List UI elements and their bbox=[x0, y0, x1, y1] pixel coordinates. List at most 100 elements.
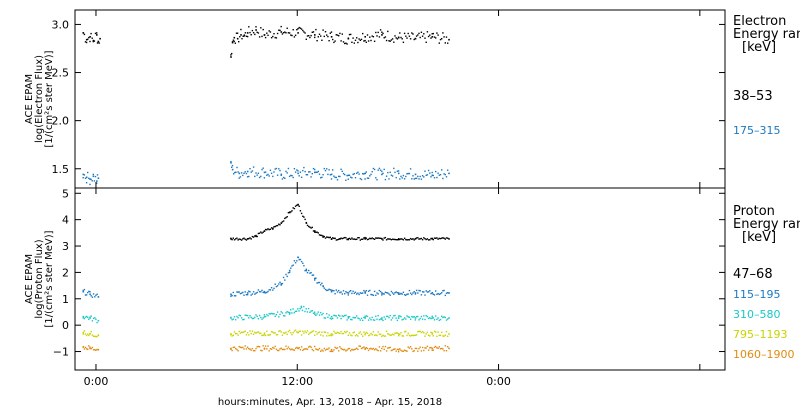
data-point bbox=[235, 319, 237, 321]
data-point bbox=[296, 204, 298, 206]
data-point bbox=[240, 331, 243, 333]
data-point bbox=[242, 35, 244, 37]
data-point bbox=[427, 334, 430, 336]
data-point bbox=[82, 346, 85, 348]
data-point bbox=[235, 295, 237, 297]
series-1060–1900 bbox=[82, 345, 450, 353]
data-point bbox=[389, 346, 391, 349]
data-point bbox=[293, 312, 295, 314]
data-point bbox=[436, 237, 438, 239]
data-point bbox=[432, 32, 434, 35]
data-point bbox=[357, 292, 359, 294]
data-point bbox=[384, 236, 387, 239]
data-point bbox=[96, 348, 98, 351]
data-point bbox=[270, 287, 273, 289]
data-point bbox=[98, 42, 100, 44]
data-point bbox=[260, 332, 262, 334]
data-point bbox=[375, 294, 377, 296]
data-point bbox=[421, 175, 424, 177]
data-point bbox=[249, 31, 251, 34]
data-point bbox=[333, 237, 335, 240]
data-point bbox=[261, 318, 263, 320]
data-point bbox=[230, 317, 232, 319]
data-point bbox=[430, 331, 432, 334]
y-tick-label: 1.5 bbox=[52, 163, 70, 176]
data-point bbox=[362, 347, 364, 349]
data-point bbox=[297, 308, 299, 310]
data-point bbox=[377, 169, 379, 171]
data-point bbox=[257, 289, 260, 291]
data-point bbox=[299, 308, 301, 310]
data-point bbox=[444, 334, 446, 336]
data-point bbox=[312, 312, 315, 314]
data-point bbox=[395, 317, 397, 319]
data-point bbox=[264, 171, 267, 173]
data-point bbox=[238, 314, 240, 316]
data-point bbox=[360, 347, 363, 350]
data-point bbox=[308, 35, 310, 37]
data-point bbox=[347, 37, 350, 40]
data-point bbox=[377, 293, 379, 295]
data-point bbox=[391, 292, 394, 294]
data-point bbox=[261, 168, 263, 171]
data-point bbox=[330, 315, 333, 318]
data-point bbox=[393, 334, 395, 336]
data-point bbox=[401, 293, 403, 295]
data-point bbox=[391, 317, 394, 319]
data-point bbox=[358, 173, 360, 175]
data-point bbox=[304, 348, 306, 350]
data-point bbox=[389, 238, 391, 240]
data-point bbox=[234, 171, 236, 174]
data-point bbox=[239, 36, 241, 38]
data-point bbox=[242, 331, 244, 334]
data-point bbox=[388, 293, 390, 295]
data-point bbox=[438, 237, 440, 240]
data-point bbox=[414, 173, 417, 176]
data-point bbox=[379, 237, 382, 239]
data-point bbox=[82, 317, 84, 319]
data-point bbox=[238, 238, 240, 240]
data-point bbox=[366, 238, 369, 241]
data-point bbox=[385, 315, 388, 318]
data-point bbox=[372, 36, 375, 38]
data-point bbox=[284, 332, 286, 335]
data-point bbox=[291, 312, 293, 314]
data-point bbox=[421, 35, 424, 37]
series-115–195 bbox=[82, 256, 450, 298]
data-point bbox=[391, 38, 394, 40]
data-point bbox=[298, 330, 300, 333]
data-point bbox=[303, 265, 305, 267]
data-point bbox=[391, 238, 394, 240]
data-point bbox=[412, 316, 414, 318]
data-point bbox=[299, 349, 302, 351]
data-point bbox=[413, 38, 415, 41]
data-point bbox=[366, 332, 369, 334]
data-point bbox=[99, 37, 101, 40]
data-point bbox=[364, 236, 366, 239]
data-point bbox=[430, 346, 432, 349]
data-point bbox=[287, 32, 290, 34]
data-point bbox=[96, 182, 98, 184]
data-point bbox=[439, 174, 442, 176]
data-point bbox=[372, 167, 375, 170]
data-point bbox=[260, 231, 262, 233]
data-point bbox=[84, 177, 87, 179]
data-point bbox=[329, 317, 331, 320]
data-point bbox=[427, 35, 430, 38]
y-axis-label: [1/(cm²s ster MeV)] bbox=[44, 50, 55, 147]
data-point bbox=[365, 290, 367, 292]
legend-title: Energy ran bbox=[733, 27, 800, 42]
data-point bbox=[87, 38, 89, 40]
data-point bbox=[441, 331, 443, 334]
data-point bbox=[245, 294, 248, 296]
data-point bbox=[89, 293, 91, 296]
data-point bbox=[88, 36, 90, 39]
data-point bbox=[408, 172, 411, 175]
data-point bbox=[431, 33, 433, 35]
data-point bbox=[275, 285, 278, 288]
data-point bbox=[341, 348, 343, 350]
data-point bbox=[255, 314, 257, 316]
data-point bbox=[281, 282, 284, 285]
data-point bbox=[92, 40, 94, 43]
data-point bbox=[260, 316, 262, 319]
